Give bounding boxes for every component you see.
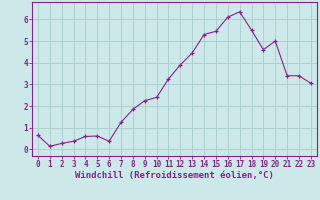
X-axis label: Windchill (Refroidissement éolien,°C): Windchill (Refroidissement éolien,°C) — [75, 171, 274, 180]
